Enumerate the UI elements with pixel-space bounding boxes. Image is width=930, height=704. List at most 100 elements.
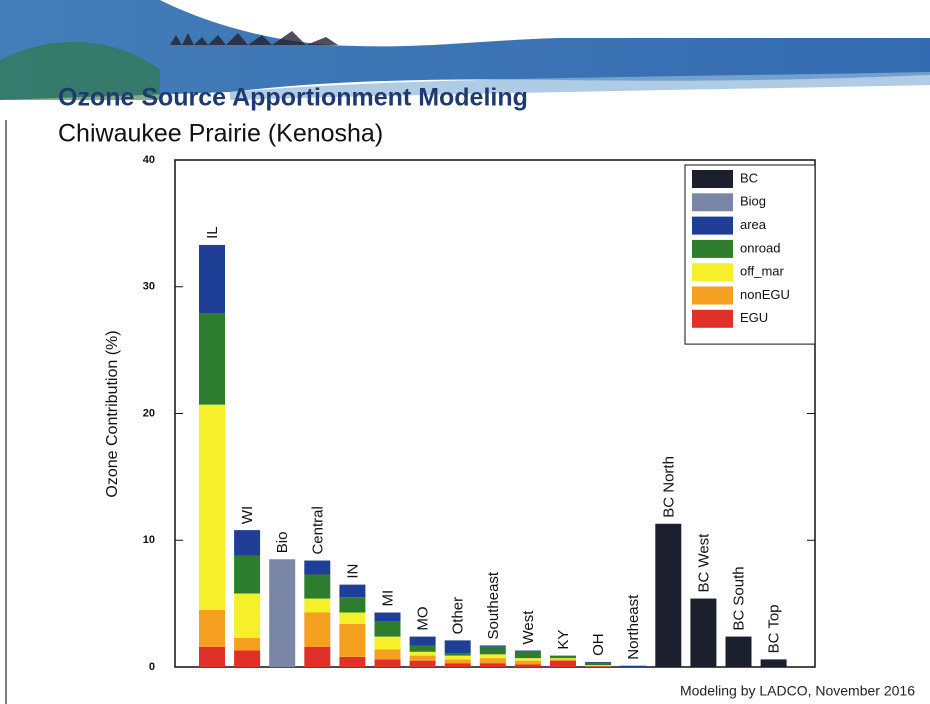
category-label: Other: [450, 597, 467, 635]
category-label: Northeast: [625, 594, 642, 660]
bar-segment: [269, 559, 296, 667]
bar-segment: [409, 651, 436, 656]
bar-segment: [444, 663, 471, 667]
legend-swatch: [692, 286, 733, 305]
legend-swatch: [692, 309, 733, 328]
legend-label: onroad: [740, 240, 780, 255]
bar-segment: [514, 650, 541, 652]
bar-segment: [304, 612, 331, 647]
bar-segment: [725, 636, 752, 667]
bar-segment: [409, 655, 436, 661]
y-tick-label: 10: [143, 534, 155, 546]
bar-segment: [514, 658, 541, 661]
bar-segment: [585, 662, 612, 666]
category-label: BC West: [695, 533, 712, 593]
bar-segment: [374, 649, 401, 660]
bar-segment: [339, 597, 366, 613]
category-label: WI: [239, 506, 256, 524]
bar-segment: [339, 623, 366, 657]
bar-segment: [234, 530, 261, 556]
bar-segment: [199, 244, 225, 314]
bar-segment: [199, 404, 225, 610]
bar-segment: [409, 636, 436, 646]
category-label: West: [520, 610, 537, 645]
bar-segment: [550, 658, 576, 660]
y-tick-label: 20: [143, 407, 155, 419]
bar-segment: [304, 598, 331, 613]
bar-segment: [514, 664, 541, 667]
bar-segment: [234, 555, 261, 594]
legend-swatch: [692, 263, 733, 282]
legend-label: off_mar: [740, 264, 785, 279]
bar-segment: [234, 637, 261, 651]
bar-segment: [479, 654, 506, 659]
bar-segment: [444, 655, 471, 660]
bar-segment: [444, 659, 471, 664]
legend-label: BC: [740, 170, 758, 185]
bar-segment: [550, 655, 576, 659]
bar-segment: [374, 636, 401, 650]
bar-segment: [479, 646, 506, 655]
bar-segment: [620, 665, 647, 667]
bar-segment: [234, 593, 261, 638]
bar-segment: [374, 612, 401, 622]
slide-title: Ozone Source Apportionment Modeling: [58, 84, 528, 112]
category-label: BC South: [730, 566, 747, 630]
bar-segment: [585, 665, 612, 666]
bar-segment: [760, 659, 787, 667]
bar-segment: [514, 660, 541, 665]
legend-label: nonEGU: [740, 287, 790, 302]
slide-subtitle: Chiwaukee Prairie (Kenosha): [58, 120, 383, 148]
bar-segment: [304, 646, 331, 667]
category-label: Bio: [274, 532, 291, 554]
bar-segment: [585, 661, 612, 663]
category-label: BC North: [660, 456, 677, 518]
bar-segment: [444, 640, 471, 654]
y-tick-label: 40: [143, 154, 155, 166]
bar-segment: [339, 584, 366, 598]
bar-segment: [550, 659, 576, 661]
bar-segment: [374, 659, 401, 667]
bar-segment: [409, 660, 436, 667]
y-tick-label: 0: [149, 661, 155, 673]
legend-swatch: [692, 216, 733, 235]
bar-segment: [479, 663, 506, 667]
bar-segment: [690, 598, 717, 667]
bar-segment: [304, 574, 331, 599]
bar-segment: [409, 645, 436, 652]
bar-segment: [199, 609, 225, 647]
category-label: Southeast: [485, 571, 502, 639]
header-banner: [0, 0, 930, 100]
category-label: BC Top: [766, 604, 783, 653]
category-label: OH: [590, 633, 607, 656]
bar-segment: [514, 651, 541, 659]
bar-segment: [199, 313, 225, 405]
bar-segment: [304, 560, 331, 575]
bar-segment: [199, 646, 225, 667]
legend-swatch: [692, 239, 733, 258]
bar-segment: [655, 523, 682, 667]
bar-segment: [479, 645, 506, 647]
bar-segment: [339, 656, 366, 667]
category-label: IN: [344, 564, 361, 579]
bar-segment: [444, 653, 471, 656]
bar-segment: [374, 621, 401, 637]
bar-segment: [234, 650, 261, 667]
y-axis-label: Ozone Contribution (%): [104, 330, 121, 497]
bar-segment: [339, 612, 366, 624]
bar-segment: [479, 658, 506, 664]
bar-segment: [585, 666, 612, 667]
bar-segment: [585, 665, 612, 667]
category-label: KY: [555, 630, 572, 650]
y-tick-label: 30: [143, 281, 155, 293]
category-label: Central: [309, 506, 326, 554]
bar-segment: [550, 660, 576, 667]
legend-label: area: [740, 217, 767, 232]
footer: Modeling by LADCO, November 2016: [680, 683, 915, 699]
plot: 0 10 20 30 40 IL WI Bio Central IN MI MO Other Southe…: [143, 154, 816, 673]
legend-label: EGU: [740, 310, 768, 325]
legend-swatch: [692, 170, 733, 188]
category-label: IL: [204, 226, 221, 239]
